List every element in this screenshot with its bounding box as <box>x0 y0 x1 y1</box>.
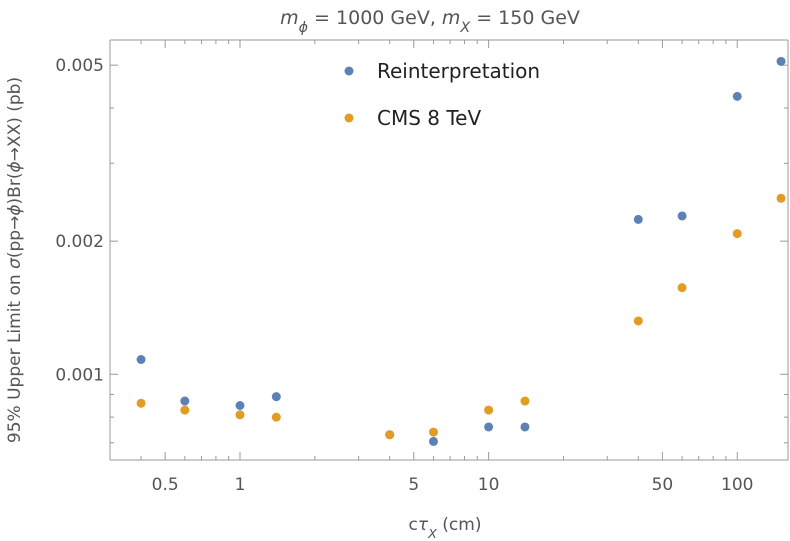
data-point <box>677 283 687 293</box>
y-tick-label: 0.005 <box>55 56 104 76</box>
text-part: X <box>459 20 471 36</box>
x-tick-label: 10 <box>478 475 500 495</box>
x-axis-ticks: 0.5 1 5 10 50 100 <box>109 40 753 495</box>
data-point <box>633 214 643 224</box>
y-axis-title: 95% Upper Limit on σ(pp→ϕ)Br(ϕ→XX) (pb) <box>5 77 25 443</box>
text-part: (pp→ <box>5 216 25 258</box>
data-point <box>235 400 245 410</box>
series-1 <box>136 193 786 440</box>
data-point <box>732 91 742 101</box>
text-part: (cm) <box>437 515 482 535</box>
legend-label: CMS 8 TeV <box>377 106 481 130</box>
x-tick-label: 0.5 <box>152 475 179 495</box>
data-point <box>180 405 190 415</box>
data-point <box>136 398 146 408</box>
data-point <box>235 410 245 420</box>
data-point <box>633 316 643 326</box>
legend-marker <box>344 66 354 76</box>
text-part: σ <box>5 257 25 269</box>
data-point <box>520 396 530 406</box>
data-point <box>776 193 786 203</box>
chart-title: mϕ = 1000 GeV, mX = 150 GeV <box>280 7 580 36</box>
data-point <box>520 422 530 432</box>
text-part: ϕ <box>5 204 25 215</box>
data-point <box>428 436 438 446</box>
data-point <box>776 56 786 66</box>
text-part: m <box>280 7 299 29</box>
data-point <box>484 422 494 432</box>
text-part: m <box>442 7 461 29</box>
text-part: X <box>427 527 437 541</box>
data-point <box>484 405 494 415</box>
text-part: )Br( <box>5 173 25 205</box>
text-part: ϕ <box>5 161 25 172</box>
text-part: 95% Upper Limit on <box>5 269 25 443</box>
legend-marker <box>344 113 354 123</box>
data-point <box>428 427 438 437</box>
data-point <box>180 396 190 406</box>
plot-frame <box>109 39 789 461</box>
text-part: = 150 GeV <box>470 7 580 29</box>
data-points <box>136 56 786 446</box>
text-part: →XX) (pb) <box>5 77 25 161</box>
data-point <box>677 211 687 221</box>
x-tick-label: 1 <box>235 475 246 495</box>
y-tick-label: 0.001 <box>55 365 104 385</box>
text-part: τ <box>418 515 429 535</box>
data-point <box>136 355 146 365</box>
text-part: c <box>409 515 418 535</box>
x-axis-title: cτX (cm) <box>409 515 482 541</box>
legend: Reinterpretation CMS 8 TeV <box>344 59 540 130</box>
x-tick-label: 50 <box>652 475 674 495</box>
text-part: = 1000 GeV, <box>308 7 442 29</box>
data-point <box>271 392 281 402</box>
y-tick-label: 0.002 <box>55 232 104 252</box>
data-point <box>271 412 281 422</box>
data-point <box>385 430 395 440</box>
y-axis-ticks: 0.001 0.002 0.005 <box>55 56 788 444</box>
legend-label: Reinterpretation <box>377 59 540 83</box>
data-point <box>732 229 742 239</box>
text-part: ϕ <box>299 20 308 36</box>
x-tick-label: 100 <box>721 475 753 495</box>
x-tick-label: 5 <box>408 475 419 495</box>
